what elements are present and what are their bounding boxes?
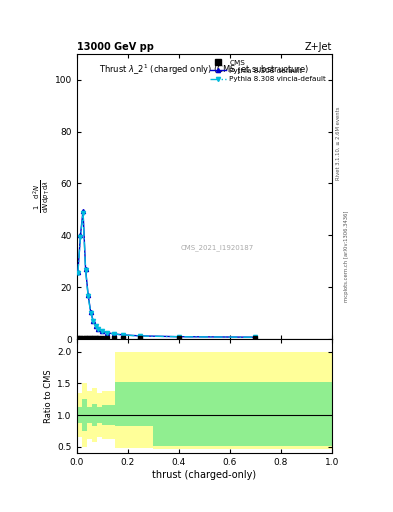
Y-axis label: $\frac{1}{\mathrm{d}N}\frac{\mathrm{d}^2N}{\mathrm{d}p_\mathrm{T}\,\mathrm{d}\la: $\frac{1}{\mathrm{d}N}\frac{\mathrm{d}^2… <box>31 179 52 214</box>
Text: mcplots.cern.ch [arXiv:1306.3436]: mcplots.cern.ch [arXiv:1306.3436] <box>344 210 349 302</box>
Legend: CMS, Pythia 8.308 default, Pythia 8.308 vincia-default: CMS, Pythia 8.308 default, Pythia 8.308 … <box>208 57 329 84</box>
Text: Thrust $\lambda\_2^1$ (charged only) (CMS jet substructure): Thrust $\lambda\_2^1$ (charged only) (CM… <box>99 62 309 77</box>
Text: Rivet 3.1.10, ≥ 2.6M events: Rivet 3.1.10, ≥ 2.6M events <box>336 106 341 180</box>
Text: Z+Jet: Z+Jet <box>305 42 332 52</box>
Text: 13000 GeV pp: 13000 GeV pp <box>77 42 154 52</box>
Y-axis label: Ratio to CMS: Ratio to CMS <box>44 369 53 423</box>
Text: CMS_2021_I1920187: CMS_2021_I1920187 <box>180 244 254 251</box>
X-axis label: thrust (charged-only): thrust (charged-only) <box>152 470 256 480</box>
